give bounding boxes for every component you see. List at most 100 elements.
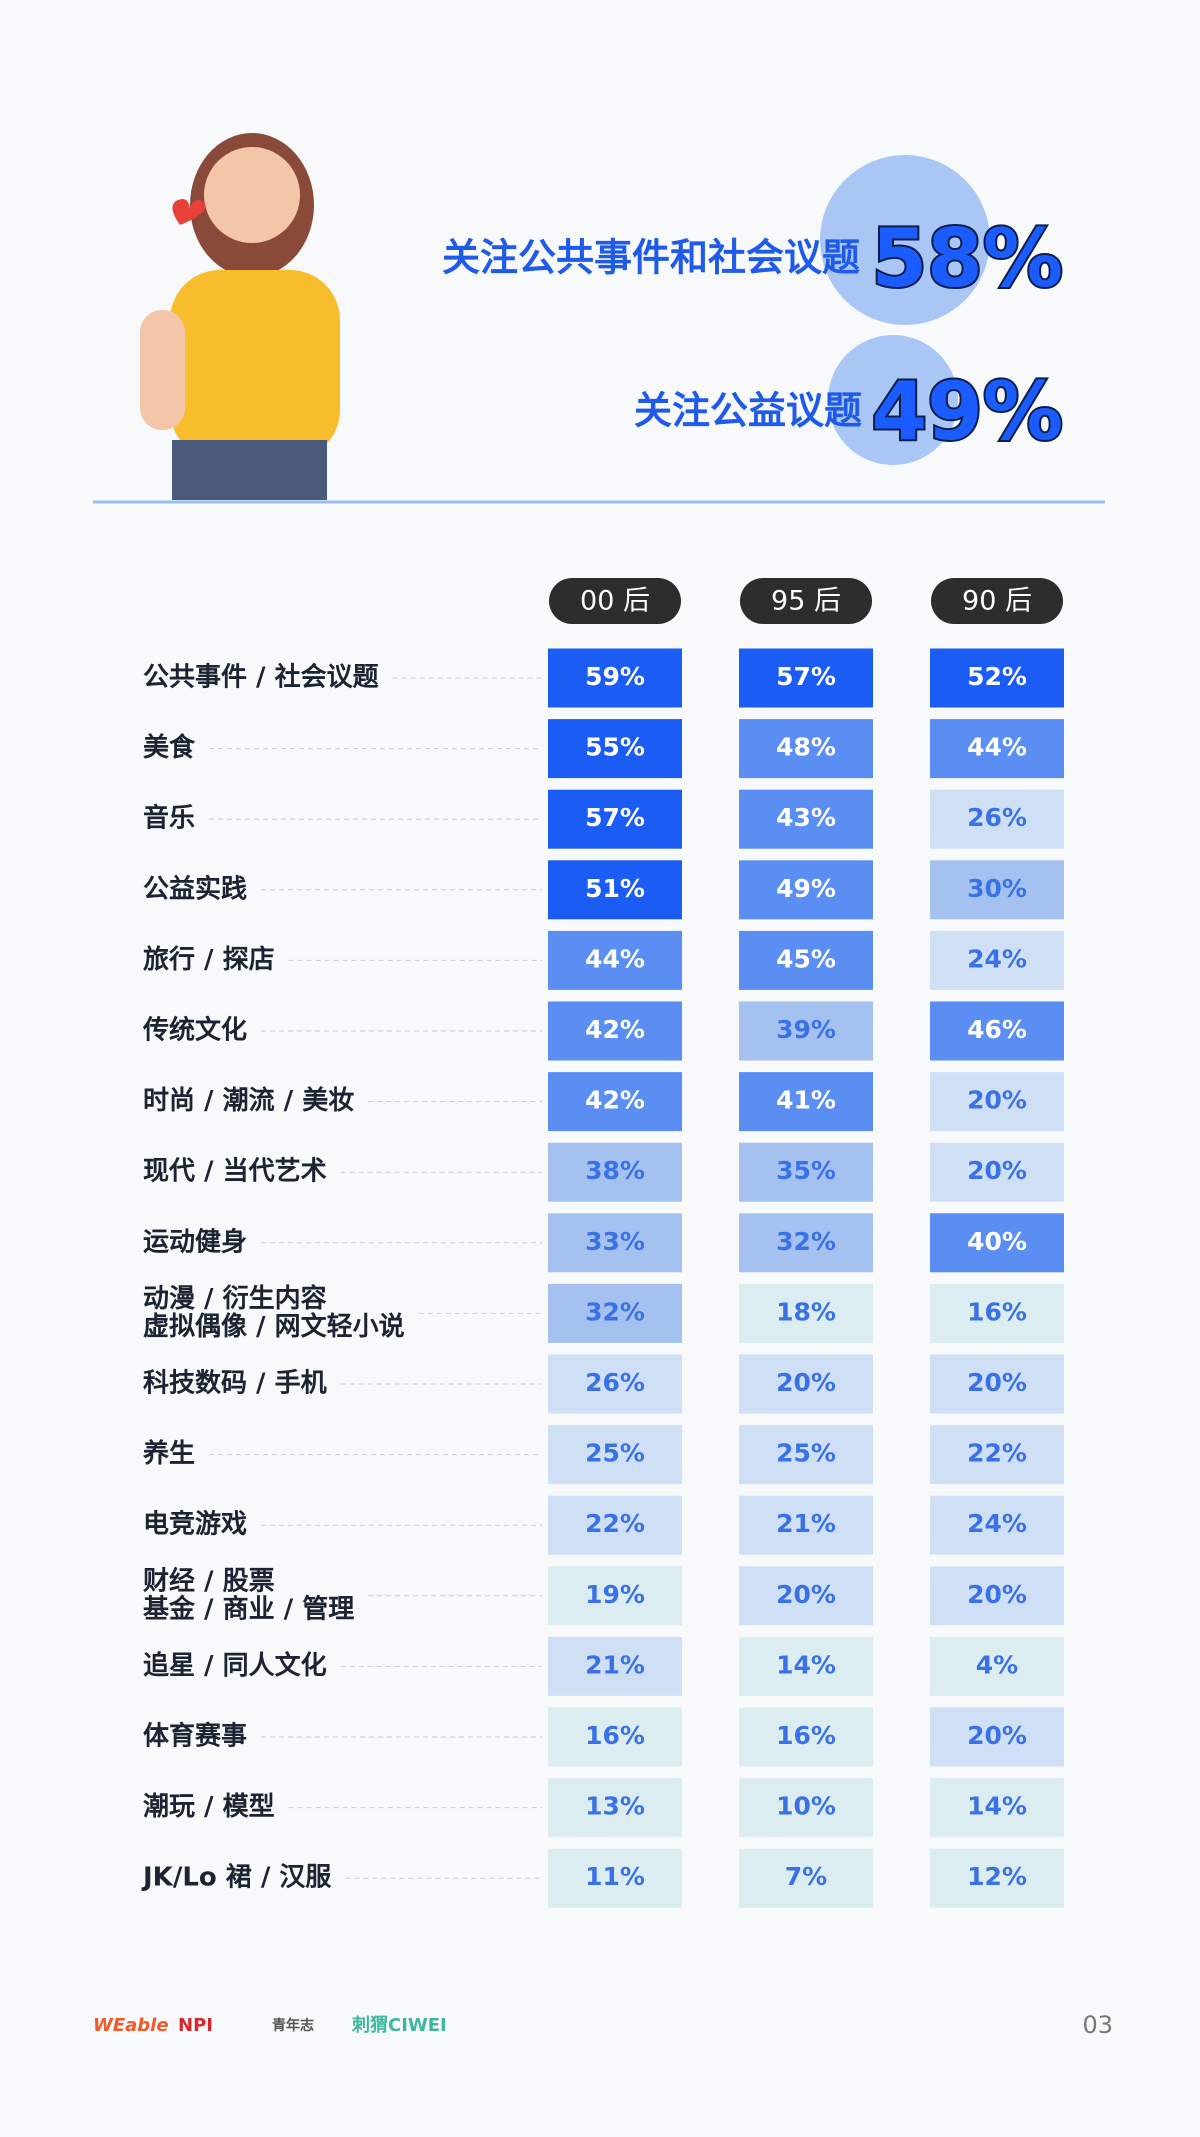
cell [930,860,1064,920]
cell-value: 38% [585,1156,645,1185]
column-header: 95 后 [771,586,841,617]
cell [930,1778,1064,1838]
cell-value: 52% [967,662,1027,691]
cell-value: 10% [776,1792,836,1821]
cell [739,1778,873,1838]
cell-value: 57% [585,803,645,832]
cell [739,1354,873,1414]
row-label: 音乐 [143,803,195,834]
cell [548,1636,682,1696]
column-pill [740,578,872,624]
cell-value: 35% [776,1156,836,1185]
stat-value: 58% [872,212,1063,305]
cell-value: 12% [967,1862,1027,1891]
cell [548,1425,682,1485]
stat-value: 49% [872,365,1063,458]
cell [739,1566,873,1626]
cell [930,1707,1064,1767]
cell [739,1001,873,1061]
cell-value: 20% [967,1368,1027,1397]
cell [548,1707,682,1767]
cell-value: 4% [976,1650,1018,1679]
cell [930,1495,1064,1555]
row-label: 传统文化 [142,1015,247,1046]
cell [548,1001,682,1061]
cell [739,789,873,849]
cell-value: 19% [585,1580,645,1609]
cell [739,1636,873,1696]
cell [930,1425,1064,1485]
column-pill [549,578,681,624]
cell [930,789,1064,849]
column-pill [931,578,1063,624]
cell-value: 26% [585,1368,645,1397]
cell [548,1072,682,1132]
cell [930,719,1064,779]
row-label: 时尚 / 潮流 / 美妆 [143,1085,354,1116]
cell-value: 21% [776,1509,836,1538]
cell [739,1707,873,1767]
row-label: JK/Lo 裙 / 汉服 [141,1862,332,1893]
row-label: 运动健身 [143,1226,247,1257]
row-label: 虚拟偶像 / 网文轻小说 [143,1311,405,1342]
cell-value: 45% [776,944,836,973]
cell [739,1495,873,1555]
cell-value: 49% [776,874,836,903]
cell-value: 30% [967,874,1027,903]
cell-value: 16% [967,1297,1027,1326]
stat-label: 关注公益议题 [634,389,862,433]
cell [930,648,1064,708]
row-label: 电竞游戏 [143,1509,247,1540]
column-header: 90 后 [962,586,1032,617]
cell [548,1142,682,1202]
cell-value: 11% [585,1862,645,1891]
row-label: 潮玩 / 模型 [143,1792,275,1822]
cell-value: 41% [776,1086,836,1115]
cell-value: 42% [585,1086,645,1115]
cell [739,1142,873,1202]
cell [739,930,873,990]
cell-value: 24% [967,1509,1027,1538]
cell-value: 16% [585,1721,645,1750]
cell-value: 48% [776,733,836,762]
row-label: 财经 / 股票 [143,1565,275,1596]
logo: 青年志 [272,2017,314,2034]
cell [548,789,682,849]
cell [739,1072,873,1132]
cell-value: 40% [967,1227,1027,1256]
cell-value: 25% [585,1439,645,1468]
row-label: 现代 / 当代艺术 [143,1157,327,1187]
stat-label: 关注公共事件和社会议题 [442,236,860,280]
cell [548,860,682,920]
cell [739,719,873,779]
cell [930,1566,1064,1626]
cell [548,648,682,708]
cell-value: 21% [585,1650,645,1679]
cell-value: 59% [585,662,645,691]
cell-value: 57% [776,662,836,691]
deco-circle [820,155,990,325]
cell-value: 55% [585,733,645,762]
cell-value: 44% [585,944,645,973]
cell [548,1848,682,1908]
cell-value: 22% [585,1509,645,1538]
cell [930,1072,1064,1132]
cell [739,1425,873,1485]
cell-value: 42% [585,1015,645,1044]
cell-value: 43% [776,803,836,832]
deco-circle [828,335,958,465]
cell [548,1354,682,1414]
cell [548,930,682,990]
row-label: 动漫 / 衍生内容 [143,1283,327,1314]
cell-value: 18% [776,1297,836,1326]
cell [930,1001,1064,1061]
cell-value: 32% [776,1227,836,1256]
row-label: 公共事件 / 社会议题 [143,662,379,693]
logo: NPI [178,2015,213,2036]
column-header: 00 后 [580,586,650,617]
cell-value: 16% [776,1721,836,1750]
cell-value: 20% [967,1721,1027,1750]
row-label: 科技数码 / 手机 [143,1369,327,1399]
logo: WEable [93,2015,169,2036]
row-label: 追星 / 同人文化 [143,1650,327,1681]
